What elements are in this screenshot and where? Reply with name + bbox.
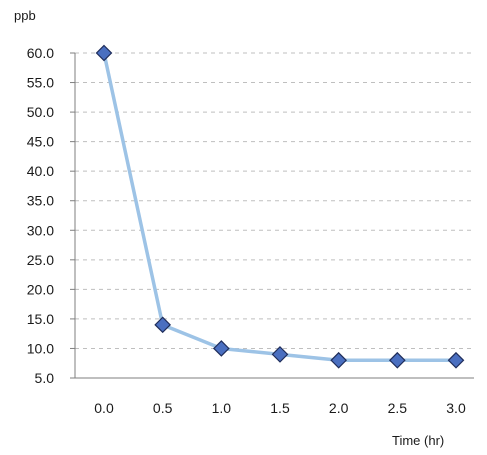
- data-point-marker: [388, 351, 406, 369]
- y-tick-label: 30.0: [27, 222, 54, 238]
- y-axis-title: ppb: [14, 8, 36, 23]
- x-tick-label: 0.5: [153, 400, 173, 416]
- axes: [70, 52, 474, 379]
- tick-labels: 60.0 55.0 50.0 45.0 40.0 35.0 30.0 25.0 20.0 15.0…: [27, 45, 466, 416]
- y-tick-label: 35.0: [27, 193, 54, 209]
- y-tick-label: 25.0: [27, 252, 54, 268]
- y-tick-label: 40.0: [27, 163, 54, 179]
- y-tick-label: 55.0: [27, 75, 54, 91]
- y-tick-label: 50.0: [27, 104, 54, 120]
- x-tick-label: 2.0: [329, 400, 349, 416]
- x-tick-label: 2.5: [388, 400, 408, 416]
- x-axis-title: Time (hr): [392, 433, 444, 448]
- x-tick-label: 1.0: [212, 400, 232, 416]
- data-point-marker: [95, 44, 113, 62]
- x-tick-label: 3.0: [446, 400, 466, 416]
- data-point-marker: [154, 316, 172, 334]
- x-tick-label: 1.5: [270, 400, 290, 416]
- series-line-group: [102, 51, 458, 363]
- data-points: [95, 44, 465, 369]
- data-point-marker: [330, 351, 348, 369]
- y-tick-label: 60.0: [27, 45, 54, 61]
- y-tick-label: 5.0: [35, 370, 55, 386]
- y-tick-label: 20.0: [27, 281, 54, 297]
- y-tick-label: 10.0: [27, 340, 54, 356]
- data-point-marker: [212, 340, 230, 357]
- series-line: [102, 51, 458, 363]
- x-tick-label: 0.0: [94, 400, 114, 416]
- y-tick-label: 15.0: [27, 311, 54, 327]
- data-point-marker: [271, 346, 289, 363]
- data-point-marker: [447, 351, 465, 369]
- y-tick-label: 45.0: [27, 134, 54, 150]
